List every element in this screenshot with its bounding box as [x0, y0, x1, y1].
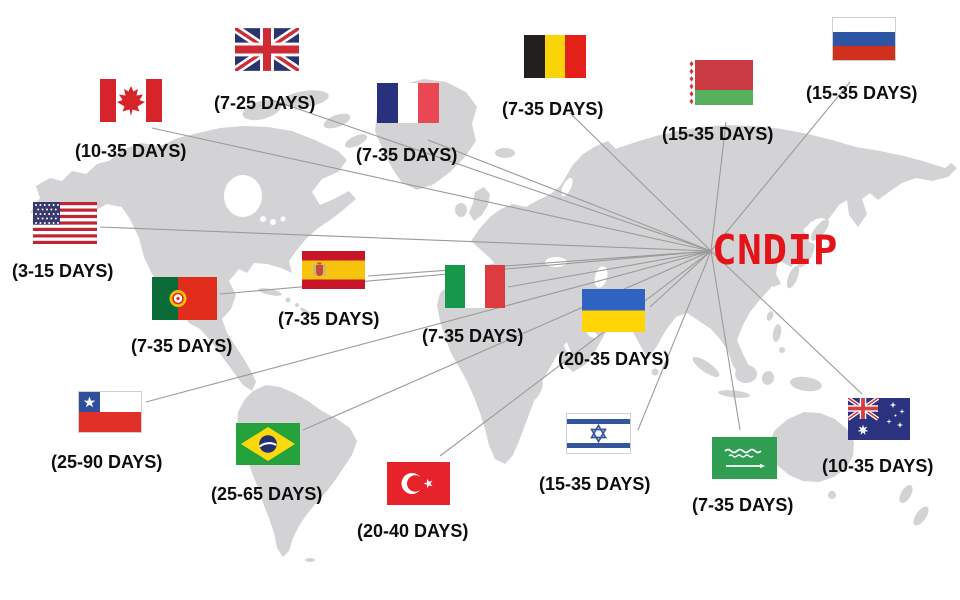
shipping-days-label-russia: (15-35 DAYS) [806, 83, 918, 103]
origin-brand-label: CNDIP [712, 226, 838, 274]
saudi-arabia-flag-icon [712, 437, 777, 479]
shipping-days-label-usa: (3-15 DAYS) [12, 261, 114, 281]
shipping-days-label-saudi-arabia: (7-35 DAYS) [692, 495, 794, 515]
russia-flag-icon [832, 17, 896, 61]
brazil-flag-icon [236, 423, 300, 465]
shipping-days-label-israel: (15-35 DAYS) [539, 474, 651, 494]
belarus-flag-icon [688, 60, 753, 105]
shipping-days-label-uk: (7-25 DAYS) [214, 93, 316, 113]
shipping-days-label-portugal: (7-35 DAYS) [131, 336, 233, 356]
australia-flag-icon [848, 398, 910, 440]
shipping-days-label-belgium: (7-35 DAYS) [502, 99, 604, 119]
israel-flag-icon [566, 413, 631, 454]
belgium-flag-icon [524, 35, 586, 78]
italy-flag-icon [445, 265, 505, 308]
ukraine-flag-icon [582, 289, 645, 332]
portugal-flag-icon [152, 277, 217, 320]
shipping-days-label-france: (7-35 DAYS) [356, 145, 458, 165]
spain-flag-icon [302, 251, 365, 289]
shipping-days-label-spain: (7-35 DAYS) [278, 309, 380, 329]
usa-flag-icon [33, 202, 97, 244]
chile-flag-icon [78, 391, 142, 433]
shipping-days-label-australia: (10-35 DAYS) [822, 456, 934, 476]
shipping-days-label-chile: (25-90 DAYS) [51, 452, 163, 472]
shipping-days-label-turkey: (20-40 DAYS) [357, 521, 469, 541]
shipping-days-label-canada: (10-35 DAYS) [75, 141, 187, 161]
canada-flag-icon [100, 79, 162, 122]
france-flag-icon [377, 83, 439, 123]
shipping-days-label-ukraine: (20-35 DAYS) [558, 349, 670, 369]
shipping-days-label-italy: (7-35 DAYS) [422, 326, 524, 346]
shipping-route-lines [99, 81, 863, 457]
shipping-days-label-belarus: (15-35 DAYS) [662, 124, 774, 144]
shipping-days-label-brazil: (25-65 DAYS) [211, 484, 323, 504]
uk-flag-icon [235, 28, 299, 71]
turkey-flag-icon [387, 462, 450, 505]
